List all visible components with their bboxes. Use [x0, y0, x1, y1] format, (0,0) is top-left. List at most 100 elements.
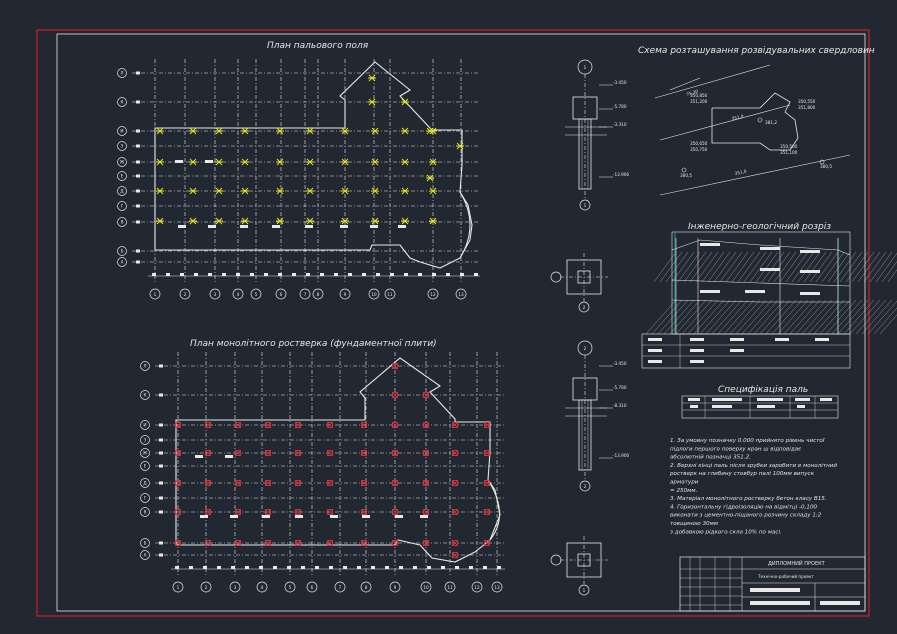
grid-row-label: Б: [144, 541, 147, 546]
grid-col-label: 1: [154, 292, 157, 297]
grid-col-label: 9: [344, 292, 347, 297]
grid-col-label: 7: [304, 292, 307, 297]
svg-text:351,0: 351,0: [734, 169, 747, 176]
grid-row-label: Л: [120, 71, 123, 76]
note-line: 1. За умовну позначку 0.000 прийнято рів…: [670, 438, 826, 444]
svg-text:381,2: 381,2: [765, 120, 777, 125]
borehole-scheme: 75,30 351,0 351,0 350,850 351,200 350,55…: [654, 64, 851, 196]
grid-col-label: 6: [280, 292, 283, 297]
svg-text:380,5: 380,5: [680, 173, 692, 178]
section-mark: 1: [583, 588, 586, 593]
grid-row-label: Б: [121, 249, 124, 254]
grid-col-label: 1: [177, 585, 180, 590]
grid-col-label: 4: [261, 585, 264, 590]
svg-text:350,650: 350,650: [690, 141, 708, 146]
svg-text:Технічно-робочий проект: Технічно-робочий проект: [757, 574, 814, 579]
svg-text:350,750: 350,750: [690, 147, 708, 152]
grid-row-label: А: [121, 260, 124, 265]
elevation-mark: -8.310: [613, 403, 627, 408]
grid-col-label: 4: [237, 292, 240, 297]
grid-col-label: 2: [184, 292, 187, 297]
elevation-mark: -5.780: [613, 385, 627, 390]
sheet-outer-border: [36, 29, 870, 617]
grid-row-label: З: [121, 144, 124, 149]
note-line: абсолютній позначці 351.2.: [670, 455, 751, 461]
grid-row-label: Г: [144, 496, 147, 501]
note-line: арматури: [670, 480, 699, 486]
svg-text:350,850: 350,850: [690, 93, 708, 98]
svg-text:351,100: 351,100: [780, 150, 798, 155]
svg-text:351,800: 351,800: [798, 105, 816, 110]
svg-text:350,550: 350,550: [798, 99, 816, 104]
note-line: 3. Матеріал монолітного ростверку бетон …: [670, 496, 827, 502]
grid-row-label: А: [144, 553, 147, 558]
section-mark: 1: [584, 203, 587, 208]
section-mark: 2: [584, 346, 587, 351]
pile-spec-title: Специфікація паль: [718, 385, 808, 395]
geology-section: [641, 231, 897, 369]
grid-col-label: 7: [339, 585, 342, 590]
raft-title: План монолітного ростверка (фундаментної…: [190, 339, 437, 349]
geology-section-title: Інженерно-геологічний розріз: [688, 222, 831, 232]
grid-col-label: 12: [430, 292, 436, 297]
grid-col-label: 13: [458, 292, 464, 297]
note-line: ростверк на глибину стовбур палі 100мм в…: [669, 471, 815, 477]
grid-col-label: 3: [214, 292, 217, 297]
grid-col-label: 10: [371, 292, 377, 297]
note-line: з добавкою рідкого скла 10% по масі.: [670, 529, 782, 535]
sheet-inner-frame: [56, 33, 866, 612]
elevation-mark: -13.900: [613, 453, 629, 458]
svg-text:351,0: 351,0: [731, 114, 744, 121]
svg-text:351,200: 351,200: [690, 99, 708, 104]
grid-col-label: 13: [494, 585, 500, 590]
elevation-mark: -13.900: [613, 172, 629, 177]
pile-spec-table: [681, 395, 839, 419]
grid-col-label: 5: [255, 292, 258, 297]
grid-row-label: Д: [143, 481, 147, 486]
grid-row-label: Ж: [143, 451, 148, 456]
note-line: 4. Горизонтальну гідроізоляцію на відміт…: [670, 504, 817, 510]
grid-col-label: 2: [205, 585, 208, 590]
svg-text:380,5: 380,5: [820, 164, 832, 169]
grid-row-label: К: [144, 393, 147, 398]
grid-col-label: 12: [474, 585, 480, 590]
grid-col-label: 10: [423, 585, 429, 590]
section-mark: 1: [584, 65, 587, 70]
pile-section-details: 1 -3.450 -5.780 -3.310 -13.900 1 2 -3.450 -5.780…: [550, 59, 629, 596]
section-mark: 2: [584, 484, 587, 489]
svg-text:ДИПЛОМНИЙ ПРОЕКТ: ДИПЛОМНИЙ ПРОЕКТ: [768, 560, 826, 567]
note-line: 2. Верхні кінці паль після зрубки зароби…: [670, 463, 837, 469]
grid-col-label: 11: [387, 292, 393, 297]
title-block: ДИПЛОМНИЙ ПРОЕКТ Технічно-робочий проект: [679, 556, 866, 612]
grid-row-label: З: [144, 438, 147, 443]
grid-row-label: В: [144, 510, 147, 515]
grid-row-label: Л: [143, 364, 146, 369]
grid-row-label: Г: [121, 204, 124, 209]
note-line: підлоги першого поверху кран ш відповіда…: [670, 446, 801, 452]
grid-row-label: Ж: [120, 160, 125, 165]
svg-text:75,30: 75,30: [686, 88, 699, 97]
note-line: = 250мм.: [670, 488, 698, 494]
grid-col-label: 6: [311, 585, 314, 590]
grid-col-label: 5: [289, 585, 292, 590]
note-line: виконати з цементно-піщаного розчину скл…: [670, 513, 822, 519]
grid-col-label: 11: [447, 585, 453, 590]
grid-col-label: 8: [317, 292, 320, 297]
grid-row-label: И: [143, 423, 146, 428]
elevation-mark: -3.310: [613, 122, 627, 127]
svg-text:350,500: 350,500: [780, 144, 798, 149]
grid-col-label: 8: [365, 585, 368, 590]
pile-field-title: План пальового поля: [267, 41, 369, 51]
section-mark: 2: [583, 305, 586, 310]
elevation-mark: -5.780: [613, 104, 627, 109]
grid-row-label: И: [120, 129, 123, 134]
elevation-mark: -3.450: [613, 80, 627, 85]
general-notes: 1. За умовну позначку 0.000 прийнято рів…: [669, 438, 837, 535]
grid-row-label: Е: [144, 464, 147, 469]
grid-row-label: Е: [121, 174, 124, 179]
grid-col-label: 9: [394, 585, 397, 590]
grid-row-label: В: [121, 220, 124, 225]
